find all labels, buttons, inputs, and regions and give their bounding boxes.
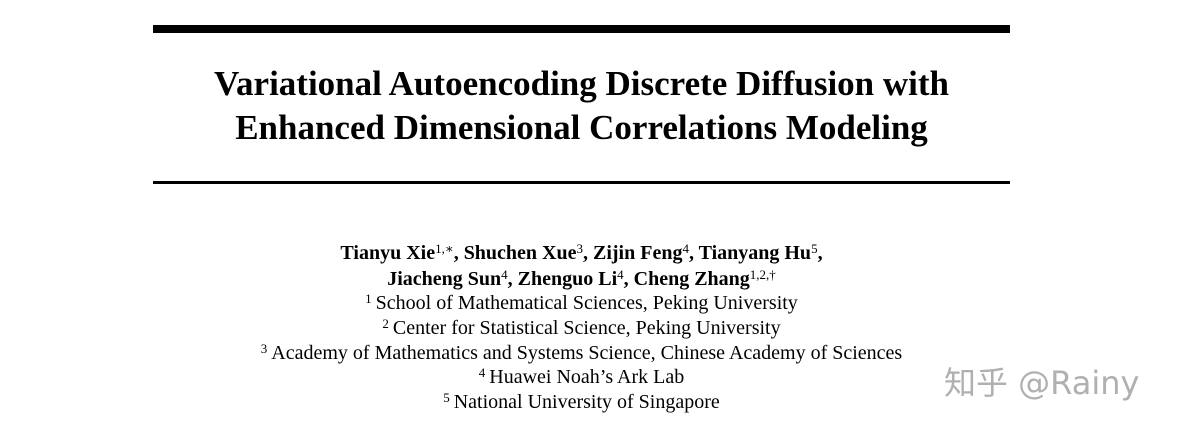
affiliation-item: 1 School of Mathematical Sciences, Peking… [153,291,1010,316]
affiliation-text: Academy of Mathematics and Systems Scien… [271,341,903,364]
author-separator: , [507,268,518,290]
author-name: Shuchen Xue [463,242,577,264]
top-rule [153,25,1010,33]
author-separator: , [583,242,593,264]
author-affiliation-marker: 3 [576,241,584,256]
author-name: Zijin Feng [593,242,683,264]
author-separator: , [623,268,634,290]
author-separator: , [817,242,823,264]
author-name: Zhenguo Li [517,268,618,290]
author-list: Tianyu Xie1,∗, Shuchen Xue3, Zijin Feng4… [153,240,1010,292]
author-line-2: Jiacheng Sun4, Zhenguo Li4, Cheng Zhang1… [153,266,1010,292]
title-line-1: Variational Autoencoding Discrete Diffus… [213,64,950,103]
author-affiliation-marker: 1,2,† [749,267,776,282]
affiliation-number: 2 [382,315,389,331]
author-name: Tianyu Xie [340,242,436,264]
author-affiliation-marker: 5 [811,241,818,256]
author-separator: , [688,242,699,264]
author-name: Jiacheng Sun [387,268,502,290]
affiliation-item: 2 Center for Statistical Science, Peking … [153,316,1010,341]
affiliation-number: 4 [478,365,486,381]
author-separator: , [453,242,464,264]
author-affiliation-marker: 4 [617,267,624,282]
affiliation-text: Center for Statistical Science, Peking U… [392,316,781,339]
affiliation-item: 5 National University of Singapore [153,390,1010,415]
paper-title: Variational Autoencoding Discrete Diffus… [153,62,1010,150]
affiliation-item: 4 Huawei Noah’s Ark Lab [153,365,1010,390]
affiliation-number: 5 [443,390,450,406]
title-line-2: Enhanced Dimensional Correlations Modeli… [235,108,928,147]
affiliation-list: 1 School of Mathematical Sciences, Peking… [153,291,1010,415]
author-affiliation-marker: 4 [682,241,689,256]
bottom-rule [153,181,1010,184]
zhihu-watermark: 知乎 @Rainy [944,364,1140,402]
author-line-1: Tianyu Xie1,∗, Shuchen Xue3, Zijin Feng4… [153,240,1010,266]
affiliation-item: 3 Academy of Mathematics and Systems Scie… [153,341,1010,366]
affiliation-text: National University of Singapore [453,391,720,414]
author-name: Cheng Zhang [633,268,750,290]
author-affiliation-marker: 1,∗ [435,241,454,256]
affiliation-number: 3 [260,340,268,356]
affiliation-text: School of Mathematical Sciences, Peking … [375,292,798,314]
author-name: Tianyang Hu [698,242,812,264]
author-affiliation-marker: 4 [501,267,508,282]
affiliation-number: 1 [365,291,372,306]
affiliation-text: Huawei Noah’s Ark Lab [489,366,685,389]
